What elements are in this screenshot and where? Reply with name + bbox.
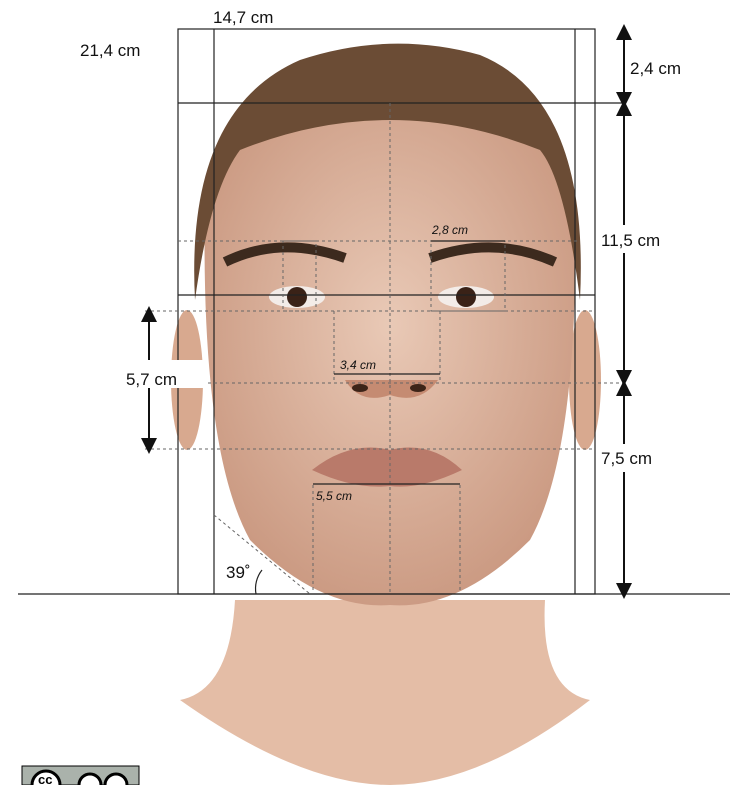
ear-length-label: 5,7 cm: [126, 370, 177, 389]
hairline-label: 2,4 cm: [630, 59, 681, 78]
mouth-width-label: 5,5 cm: [316, 489, 352, 503]
jaw-angle-label: 39˚: [226, 563, 251, 582]
face-photo: [171, 44, 601, 785]
eye-width-label: 2,8 cm: [431, 223, 468, 237]
lower-face-label: 7,5 cm: [601, 449, 652, 468]
license-badge: cc: [22, 766, 139, 785]
license-text: cc: [38, 772, 52, 785]
face-proportions: 14,7 cm 21,4 cm 2,4 cm 11,5 cm 7,5 cm 5,…: [0, 0, 730, 785]
face-height-label: 21,4 cm: [80, 41, 140, 60]
face-width-label: 14,7 cm: [213, 8, 273, 27]
upper-face-label: 11,5 cm: [601, 231, 660, 250]
nose-width-label: 3,4 cm: [340, 358, 376, 372]
